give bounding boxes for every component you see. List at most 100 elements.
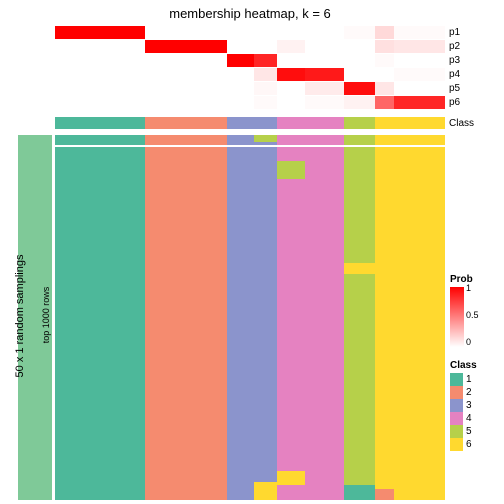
prob-cell [277, 96, 304, 109]
heatmap-segment [227, 135, 254, 500]
prob-cell [375, 82, 395, 95]
legend-swatch-label: 3 [466, 400, 472, 411]
row-label: p4 [449, 69, 460, 80]
prob-cell [254, 40, 277, 53]
class-cell [227, 117, 254, 129]
legend-swatch: 5 [450, 425, 477, 438]
prob-cell [145, 54, 227, 67]
prob-cell [277, 26, 304, 39]
legend-swatch: 4 [450, 412, 477, 425]
prob-cell [277, 40, 304, 53]
prob-cell [344, 40, 375, 53]
prob-cell [344, 54, 375, 67]
heatmap-segment [344, 274, 375, 486]
legend-swatch: 3 [450, 399, 477, 412]
legend-swatch: 1 [450, 373, 477, 386]
heatmap-segment [277, 135, 304, 161]
class-cell [277, 117, 304, 129]
prob-cell [227, 68, 254, 81]
class-cell [305, 117, 344, 129]
class-cell [145, 117, 227, 129]
prob-cell [145, 82, 227, 95]
prob-cell [254, 96, 277, 109]
ylabel-outer: 50 x 1 random samplings [14, 236, 26, 396]
prob-cell [305, 26, 344, 39]
class-cell [394, 117, 445, 129]
prob-cell [305, 54, 344, 67]
prob-cell [227, 40, 254, 53]
legend-swatch-box [450, 386, 463, 399]
legend-swatch-box [450, 412, 463, 425]
heatmap-segment [277, 485, 304, 500]
heatmap-segment [344, 263, 375, 274]
class-cell [344, 117, 375, 129]
prob-cell [55, 82, 145, 95]
heatmap-segment [277, 161, 304, 179]
prob-cell [145, 40, 227, 53]
heatmap-column [375, 135, 395, 500]
prob-cell [254, 54, 277, 67]
heatmap-segment [375, 135, 395, 489]
legend-swatch-label: 1 [466, 374, 472, 385]
prob-cell [277, 82, 304, 95]
class-strip [55, 117, 445, 129]
prob-cell [344, 82, 375, 95]
heatmap-segment [55, 135, 145, 500]
legend-prob-gradient [450, 287, 464, 347]
heatmap-column [344, 135, 375, 500]
heatmap-segment [277, 471, 304, 486]
row-label: Class [449, 118, 474, 129]
legend-swatch-label: 5 [466, 426, 472, 437]
ylabel-inner: top 1000 rows [41, 255, 51, 375]
prob-cell [254, 68, 277, 81]
prob-cell [375, 40, 395, 53]
heatmap-segment [254, 482, 277, 500]
separator-line [55, 145, 445, 147]
prob-cell [344, 96, 375, 109]
prob-cell [305, 96, 344, 109]
class-cell [55, 117, 145, 129]
legend-tick: 0 [466, 337, 471, 347]
membership-heatmap-body [55, 135, 445, 500]
prob-cell [55, 68, 145, 81]
prob-cell [254, 26, 277, 39]
prob-cell [305, 40, 344, 53]
prob-cell [394, 82, 445, 95]
heatmap-column [277, 135, 304, 500]
prob-cell [375, 26, 395, 39]
legend-class-title: Class [450, 360, 477, 371]
prob-cell [145, 26, 227, 39]
prob-cell [394, 54, 445, 67]
class-cell [375, 117, 395, 129]
legend-tick: 0.5 [466, 310, 479, 320]
prob-cell [394, 68, 445, 81]
prob-cell [55, 54, 145, 67]
heatmap-column [305, 135, 344, 500]
legend-swatch-box [450, 373, 463, 386]
legend-swatch-box [450, 399, 463, 412]
legend-swatch-label: 4 [466, 413, 472, 424]
prob-cell [375, 54, 395, 67]
heatmap-segment [375, 489, 395, 500]
heatmap-segment [344, 135, 375, 263]
prob-cell [344, 26, 375, 39]
prob-cell [375, 68, 395, 81]
legend-prob: Prob 10.50 [450, 274, 473, 347]
prob-cell [375, 96, 395, 109]
prob-cell [227, 26, 254, 39]
legend-swatch-box [450, 425, 463, 438]
prob-cell [305, 82, 344, 95]
chart-title: membership heatmap, k = 6 [55, 6, 445, 21]
prob-cell [394, 96, 445, 109]
legend-swatch: 2 [450, 386, 477, 399]
heatmap-segment [145, 135, 227, 500]
heatmap-segment [305, 135, 344, 500]
prob-cell [55, 40, 145, 53]
prob-cell [394, 26, 445, 39]
heatmap-column [145, 135, 227, 500]
row-label: p5 [449, 83, 460, 94]
heatmap-segment [277, 179, 304, 471]
prob-cell [145, 96, 227, 109]
legend-class: Class 123456 [450, 360, 477, 451]
heatmap-column [55, 135, 145, 500]
